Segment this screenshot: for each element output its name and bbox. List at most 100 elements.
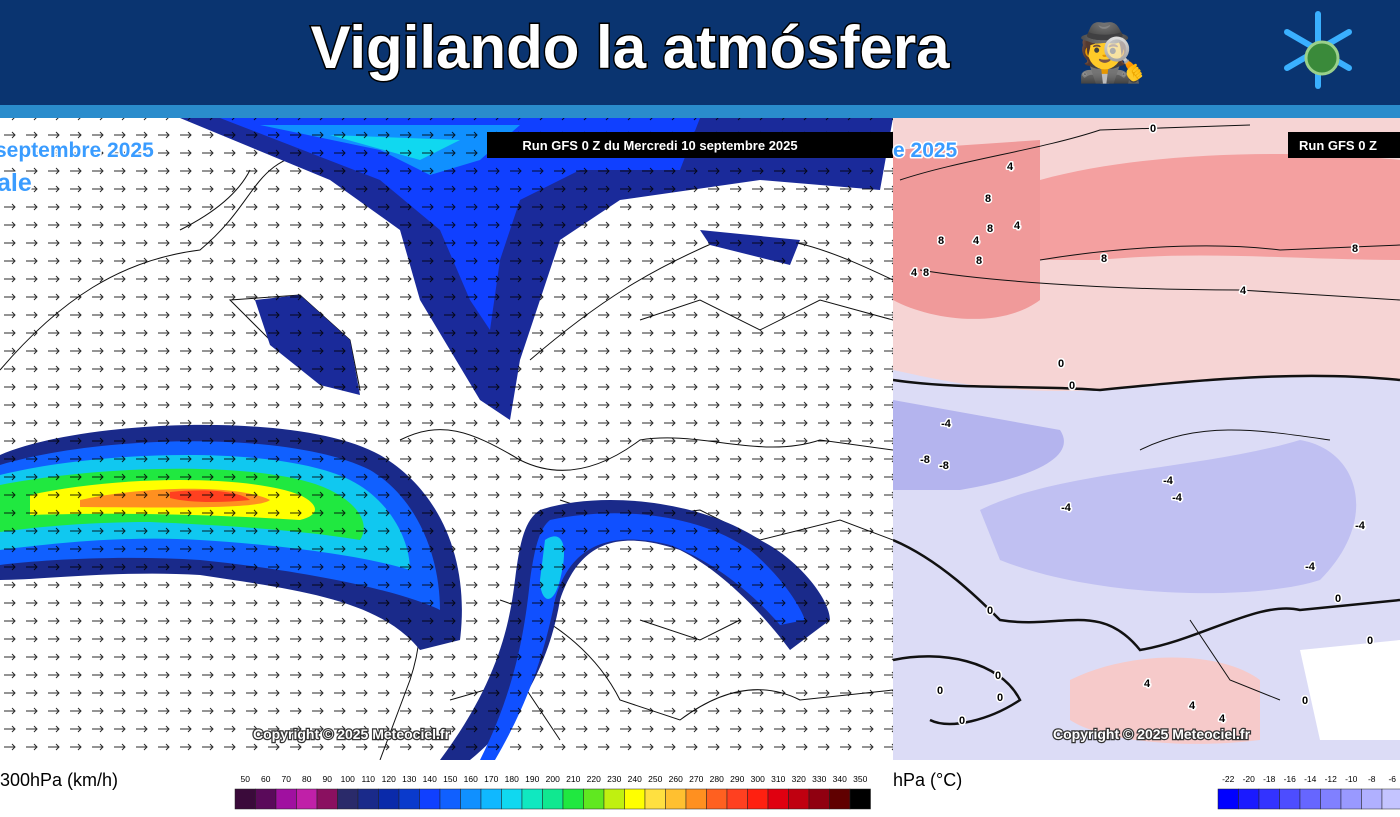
contour-label: 0: [937, 685, 943, 697]
colorbar-label: 120: [382, 774, 396, 784]
header-bar: [0, 0, 1400, 105]
contour-label: 4: [911, 267, 918, 279]
contour-label: 0: [1069, 380, 1075, 392]
colorbar-cell: [644, 788, 666, 810]
colorbar-cell: [480, 788, 502, 810]
colorbar-label: 210: [566, 774, 580, 784]
contour-label: 8: [938, 235, 944, 247]
colorbar-cell: [542, 788, 564, 810]
contour-label: 8: [987, 223, 993, 235]
run-box: [1288, 132, 1400, 158]
contour-label: 8: [976, 255, 982, 267]
colorbar-label: -14: [1304, 774, 1317, 784]
contour-label: -4: [1163, 475, 1174, 487]
colorbar-cell: [706, 788, 728, 810]
colorbar-label: -20: [1243, 774, 1256, 784]
contour-label: -4: [1172, 492, 1183, 504]
contour-label: 4: [1007, 161, 1014, 173]
colorbar-label: 190: [525, 774, 539, 784]
contour-label: -4: [1305, 561, 1316, 573]
colorbar-label: 310: [771, 774, 785, 784]
colorbar-cell: [460, 788, 482, 810]
colorbar-label: -6: [1388, 774, 1396, 784]
contour-label: 4: [1189, 700, 1196, 712]
colorbar-cell: [747, 788, 769, 810]
contour-label: -4: [1061, 502, 1072, 514]
colorbar-label: 280: [710, 774, 724, 784]
contour-label: 0: [1335, 593, 1341, 605]
contour-label: 4: [1144, 678, 1151, 690]
copyright: Copyright © 2025 Meteociel.fr: [1053, 726, 1251, 742]
contour-label: 4: [1014, 220, 1021, 232]
colorbar-label: 90: [323, 774, 333, 784]
colorbar-cell: [1320, 788, 1342, 810]
contour-label: 8: [923, 267, 929, 279]
colorbar-label: -16: [1284, 774, 1297, 784]
colorbar-label: 130: [402, 774, 416, 784]
contour-label: 4: [973, 235, 980, 247]
copyright: Copyright © 2025 Meteociel.fr: [253, 726, 451, 742]
contour-label: 8: [1101, 253, 1107, 265]
colorbar-cell: [808, 788, 830, 810]
colorbar-cell: [255, 788, 277, 810]
colorbar-label: 70: [282, 774, 292, 784]
colorbar-label: -18: [1263, 774, 1276, 784]
colorbar-cell: [357, 788, 379, 810]
colorbar-label: 160: [464, 774, 478, 784]
header-emoji: 🕵️: [1077, 21, 1147, 85]
colorbar-label: -8: [1368, 774, 1376, 784]
colorbar-label: 300: [751, 774, 765, 784]
colorbar-label: -10: [1345, 774, 1358, 784]
colorbar-cell: [1299, 788, 1321, 810]
contour-label: 0: [959, 715, 965, 727]
contour-label: 0: [1058, 358, 1064, 370]
colorbar-cell: [1279, 788, 1301, 810]
colorbar-cell: [296, 788, 318, 810]
legend-title: hPa (°C): [893, 770, 962, 790]
colorbar-cell: [521, 788, 543, 810]
colorbar-label: -22: [1222, 774, 1235, 784]
contour-label: 4: [1240, 285, 1247, 297]
temperature-map: [893, 118, 1400, 760]
contour-label: -8: [920, 454, 930, 466]
contour-label: 0: [1367, 635, 1373, 647]
colorbar-cell: [1238, 788, 1260, 810]
contour-label: 4: [1219, 713, 1226, 725]
colorbar-label: 250: [648, 774, 662, 784]
colorbar-cell: [275, 788, 297, 810]
colorbar-cell: [583, 788, 605, 810]
colorbar-label: 200: [546, 774, 560, 784]
snowflake-logo: [1284, 11, 1352, 89]
colorbar-label: 350: [853, 774, 867, 784]
wind-map: [0, 118, 893, 760]
legend-title: 300hPa (km/h): [0, 770, 118, 790]
colorbar-cell: [419, 788, 441, 810]
colorbar-cell: [685, 788, 707, 810]
contour-label: -8: [939, 460, 949, 472]
colorbar-cell: [767, 788, 789, 810]
colorbar-label: 150: [443, 774, 457, 784]
run-label: Run GFS 0 Z: [1299, 138, 1377, 153]
colorbar-cell: [234, 788, 256, 810]
contour-label: 0: [1302, 695, 1308, 707]
colorbar-cell: [1258, 788, 1280, 810]
colorbar-cell: [439, 788, 461, 810]
colorbar-label: 330: [812, 774, 826, 784]
colorbar-cell: [788, 788, 810, 810]
date-fragment: septembre 2025: [0, 139, 154, 162]
contour-label: 0: [997, 692, 1003, 704]
colorbar-label: 270: [689, 774, 703, 784]
colorbar-cell: [1381, 788, 1400, 810]
colorbar-label: 240: [628, 774, 642, 784]
colorbar-cell: [378, 788, 400, 810]
colorbar-cell: [1340, 788, 1362, 810]
colorbar-label: 60: [261, 774, 271, 784]
colorbar-label: -12: [1325, 774, 1338, 784]
date-fragment: e 2025: [893, 139, 958, 162]
colorbar-label: 340: [833, 774, 847, 784]
colorbar-cell: [501, 788, 523, 810]
colorbar-label: 180: [505, 774, 519, 784]
